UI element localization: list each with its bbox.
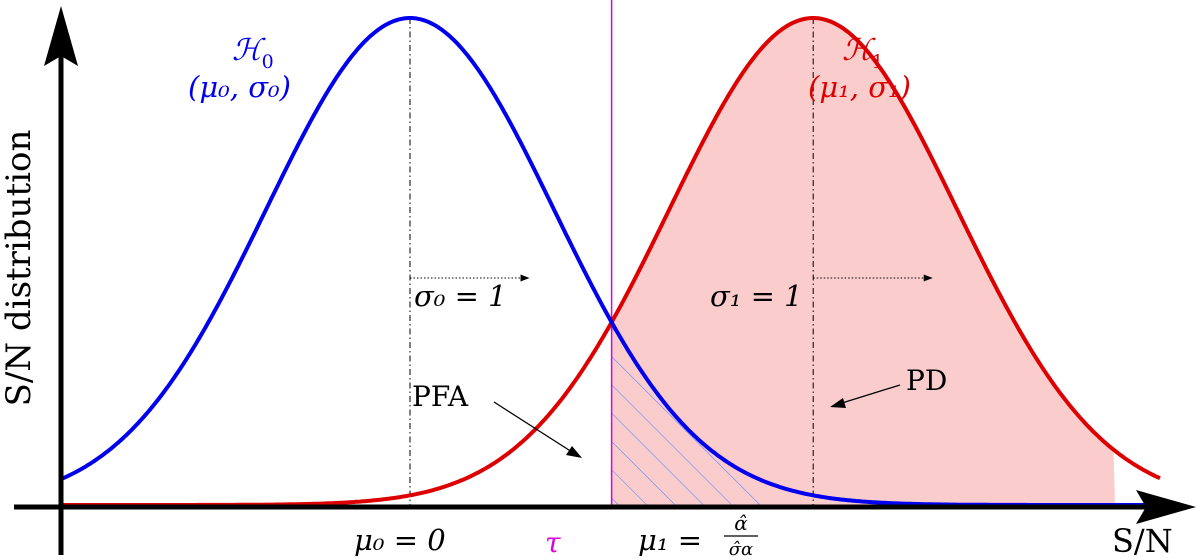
pfa-pointer-head [566, 446, 582, 458]
h0-title: ℋ0 [232, 33, 274, 73]
mu0-tick-label: μ₀ = 0 [354, 523, 446, 557]
x-axis-arrowhead [1136, 490, 1196, 524]
y-axis-label: S/N distribution [0, 130, 39, 407]
pfa-pointer-line [493, 401, 573, 453]
mu1-frac-denominator: σ̂α [729, 539, 753, 560]
h0-params: (μ₀, σ₀) [188, 70, 291, 104]
x-axis-label: S/N [1112, 522, 1173, 560]
h1-title: ℋ1 [842, 33, 884, 73]
pd-region [611, 18, 1115, 505]
mu1-frac-numerator: α̂ [734, 511, 748, 535]
pfa-label: PFA [412, 380, 469, 413]
y-axis-arrowhead [44, 6, 78, 66]
pd-label: PD [906, 364, 947, 397]
sigma1-arrowhead [923, 274, 933, 282]
pd-pointer-head [830, 398, 846, 408]
tau-tick-label: τ [545, 526, 561, 559]
sigma0-label: σ₀ = 1 [414, 279, 507, 313]
sigma1-label: σ₁ = 1 [710, 279, 803, 313]
mu1-tick-lhs: μ₁ = [638, 523, 702, 557]
pd-pointer-line [841, 384, 901, 404]
sigma0-arrowhead [520, 274, 530, 282]
h1-params: (μ₁, σ₁) [808, 70, 911, 104]
